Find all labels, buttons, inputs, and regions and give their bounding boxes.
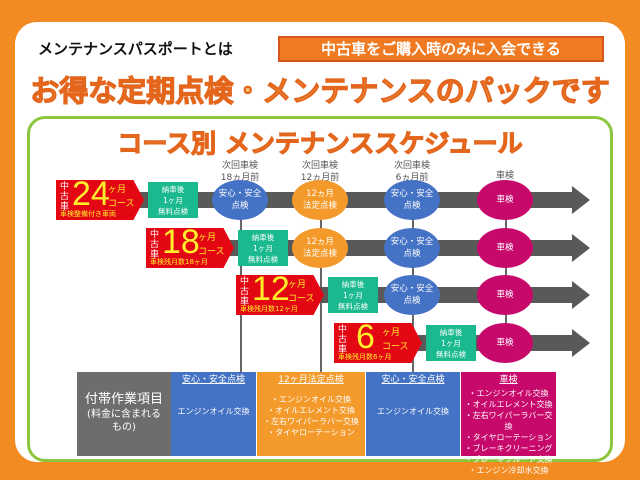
timeline-arrowhead [572,281,590,309]
event-legal: 12ヵ月 法定点検 [292,228,348,268]
course-months: 24 [72,175,110,213]
table-column-header: 12ヶ月法定点検 [278,375,344,385]
course-tag-12: 中古車 12 ヶ月 コース 車検残月数12ヶ月 [236,275,324,315]
schedule-frame [27,116,613,462]
course-subtitle: 車検残月数12ヶ月 [240,305,298,313]
course-tag-18: 中古車 18 ヶ月 コース 車検残月数18ヶ月 [146,228,234,268]
course-label: コース [198,247,225,257]
column-header-line1: 次回車検 [301,161,338,171]
table-column-header: 安心・安全点検 [381,375,445,385]
column-header-line1: 次回車検 [393,161,430,171]
table-column: 安心・安全点検 エンジンオイル交換 [366,372,460,456]
course-prefix: 中古車 [240,277,250,307]
course-label: コース [288,294,315,304]
column-header-line1: 次回車検 [221,161,258,171]
course-months: 18 [162,223,200,261]
course-subtitle: 車検残月数18ヶ月 [150,258,208,266]
course-prefix: 中古車 [60,182,70,212]
headline: お得な定期点検・メンテナンスのパックです [30,73,611,108]
event-safety: 安心・安全 点検 [212,180,268,220]
members-only-badge: 中古車をご購入時のみに入会できる [278,36,604,62]
table-column-header: 安心・安全点検 [181,375,245,385]
course-subtitle: 車検残月数6ヶ月 [338,353,392,361]
table-column: 車検・エンジンオイル交換 ・オイルエレメント交換 ・左右ワイパーラバー交換 ・タ… [461,372,556,475]
event-shaken: 車検 [477,275,533,315]
course-unit: ヶ月 [382,328,401,338]
table-column: 安心・安全点検 エンジンオイル交換 [171,372,256,456]
course-unit: ヶ月 [198,233,217,243]
column-header-line2: 12ヵ月前 [300,173,340,183]
course-label: コース [382,342,409,352]
timeline-arrowhead [572,329,590,357]
timeline-arrowhead [572,234,590,262]
course-tag-24: 中古車 24 ヶ月 コース 車検整備付き車両 [56,180,144,220]
table-column-items: エンジンオイル交換 [177,407,250,416]
column-header: 次回車検 6ヵ月前 [372,160,452,184]
event-legal: 12ヵ月 法定点検 [292,180,348,220]
column-header: 次回車検 12ヵ月前 [280,160,360,184]
free-checkup-box: 納車後 1ヶ月 無料点検 [328,277,378,313]
column-header-line1: 車検 [495,171,514,181]
course-months: 6 [356,318,375,356]
column-header: 車検 [465,170,545,182]
course-unit: ヶ月 [288,280,307,290]
course-prefix: 中古車 [150,230,160,260]
intro-text: メンテナンスパスポートとは [38,40,233,58]
schedule-title: コース別 メンテナンススケジュール [117,128,523,158]
column-header-line2: 18ヵ月前 [220,173,260,183]
column-header: 次回車検 18ヵ月前 [200,160,280,184]
table-column-items: ・エンジンオイル交換 ・オイルエレメント交換 ・左右ワイパーラバー交換 ・タイヤ… [464,389,553,475]
table-column-items: エンジンオイル交換 [377,407,449,416]
course-label: コース [108,199,135,209]
course-months: 12 [252,270,290,308]
table-column-header: 車検 [499,375,518,385]
free-checkup-box: 納車後 1ヶ月 無料点検 [148,182,198,218]
table-label-sub: (料金に含まれる もの) [87,409,161,433]
event-shaken: 車検 [477,323,533,363]
event-shaken: 車検 [477,180,533,220]
event-shaken: 車検 [477,228,533,268]
free-checkup-box: 納車後 1ヶ月 無料点検 [238,230,288,266]
event-safety: 安心・安全 点検 [384,228,440,268]
course-unit: ヶ月 [108,185,127,195]
table-column: 12ヶ月法定点検・エンジンオイル交換 ・オイルエレメント交換 ・左右ワイパーラバ… [257,372,365,456]
course-prefix: 中古車 [338,325,348,355]
event-safety: 安心・安全 点検 [384,275,440,315]
table-label: 付帯作業項目 [84,392,163,407]
column-header-line2: 6ヵ月前 [395,173,429,183]
table-label-cell: 付帯作業項目 (料金に含まれる もの) [77,372,171,456]
timeline-arrowhead [572,186,590,214]
free-checkup-box: 納車後 1ヶ月 無料点検 [426,325,476,361]
event-safety: 安心・安全 点検 [384,180,440,220]
table-column-items: ・エンジンオイル交換 ・オイルエレメント交換 ・左右ワイパーラバー交換 ・タイヤ… [263,395,359,437]
course-subtitle: 車検整備付き車両 [60,210,116,218]
course-tag-6: 中古車 6 ヶ月 コース 車検残月数6ヶ月 [334,323,422,363]
